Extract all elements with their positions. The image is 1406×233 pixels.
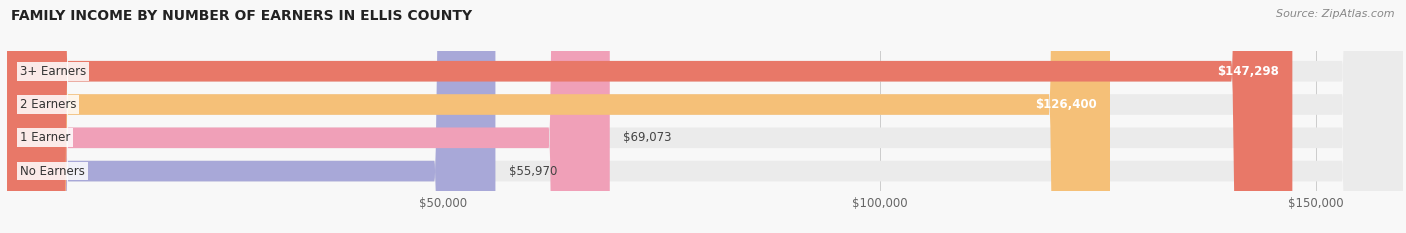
Text: $126,400: $126,400 (1035, 98, 1097, 111)
FancyBboxPatch shape (7, 0, 1403, 233)
Text: 2 Earners: 2 Earners (20, 98, 76, 111)
Text: $69,073: $69,073 (623, 131, 671, 144)
Text: $55,970: $55,970 (509, 164, 557, 178)
FancyBboxPatch shape (7, 0, 1292, 233)
Text: $147,298: $147,298 (1218, 65, 1279, 78)
FancyBboxPatch shape (7, 0, 610, 233)
FancyBboxPatch shape (7, 0, 1109, 233)
Text: FAMILY INCOME BY NUMBER OF EARNERS IN ELLIS COUNTY: FAMILY INCOME BY NUMBER OF EARNERS IN EL… (11, 9, 472, 23)
FancyBboxPatch shape (7, 0, 495, 233)
Text: Source: ZipAtlas.com: Source: ZipAtlas.com (1277, 9, 1395, 19)
FancyBboxPatch shape (7, 0, 1403, 233)
Text: 3+ Earners: 3+ Earners (20, 65, 86, 78)
Text: No Earners: No Earners (20, 164, 84, 178)
FancyBboxPatch shape (7, 0, 1403, 233)
Text: 1 Earner: 1 Earner (20, 131, 70, 144)
FancyBboxPatch shape (7, 0, 1403, 233)
